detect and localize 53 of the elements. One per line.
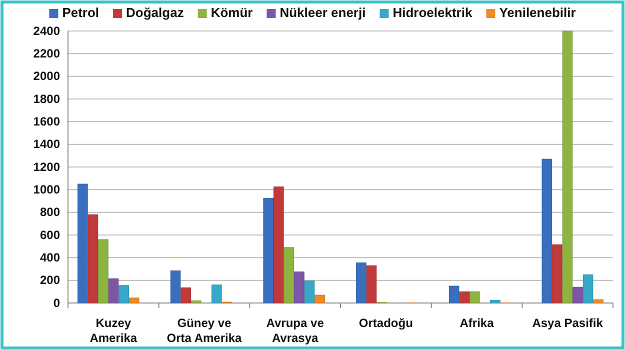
- bar: [469, 291, 480, 304]
- y-tick-label: 2200: [33, 46, 60, 61]
- y-tick-label: 2000: [33, 69, 60, 84]
- bar: [356, 262, 366, 304]
- bar: [562, 30, 573, 304]
- y-tick-label: 200: [40, 273, 60, 288]
- bar: [304, 280, 315, 304]
- bar: [459, 291, 470, 304]
- y-tick-label: 400: [40, 250, 60, 265]
- legend-label: Hidroelektrik: [392, 5, 473, 20]
- bar: [448, 286, 460, 304]
- x-tick-label: Kuzey Amerika: [90, 316, 138, 345]
- y-tick-label: 1000: [33, 182, 60, 197]
- bar: [274, 186, 284, 304]
- bar: [263, 198, 274, 304]
- y-tick-label: 1400: [33, 137, 60, 152]
- bar: [366, 265, 377, 304]
- y-tick-label: 800: [40, 205, 60, 220]
- bar: [98, 239, 108, 304]
- bar: [212, 284, 222, 304]
- y-tick-label: 600: [40, 228, 60, 242]
- bar: [593, 299, 604, 304]
- x-tick-label: Afrika: [460, 316, 494, 330]
- legend-label: Nükleer enerji: [280, 5, 366, 20]
- y-tick-label: 2400: [33, 24, 60, 38]
- bar: [108, 278, 119, 304]
- y-tick-label: 1600: [33, 114, 60, 129]
- x-tick-label: Asya Pasifik: [532, 316, 604, 330]
- bar: [490, 300, 500, 304]
- x-tick-label: Avrupa ve Avrasya: [266, 316, 324, 345]
- bar: [314, 294, 325, 304]
- legend-label: Doğalgaz: [126, 5, 184, 20]
- bar: [118, 285, 129, 304]
- legend-label: Kömür: [210, 5, 253, 20]
- legend-label: Petrol: [62, 5, 100, 20]
- bar: [128, 298, 140, 304]
- x-tick-label: Güney ve Orta Amerika: [166, 316, 242, 345]
- bar: [190, 300, 202, 304]
- x-tick-label: Ortadoğu: [358, 316, 413, 330]
- y-tick-label: 0: [53, 296, 60, 310]
- bar: [170, 270, 181, 304]
- bar: [294, 272, 304, 304]
- bar: [180, 287, 191, 304]
- legend-label: Yenilenebilir: [499, 5, 576, 20]
- y-tick-label: 1800: [33, 92, 60, 106]
- bar: [88, 214, 98, 304]
- bar: [572, 286, 583, 304]
- bar: [284, 247, 294, 304]
- bar: [552, 244, 562, 304]
- bar: [542, 158, 552, 304]
- bar: [78, 184, 88, 304]
- bar: [582, 274, 594, 304]
- y-tick-label: 1200: [33, 160, 60, 174]
